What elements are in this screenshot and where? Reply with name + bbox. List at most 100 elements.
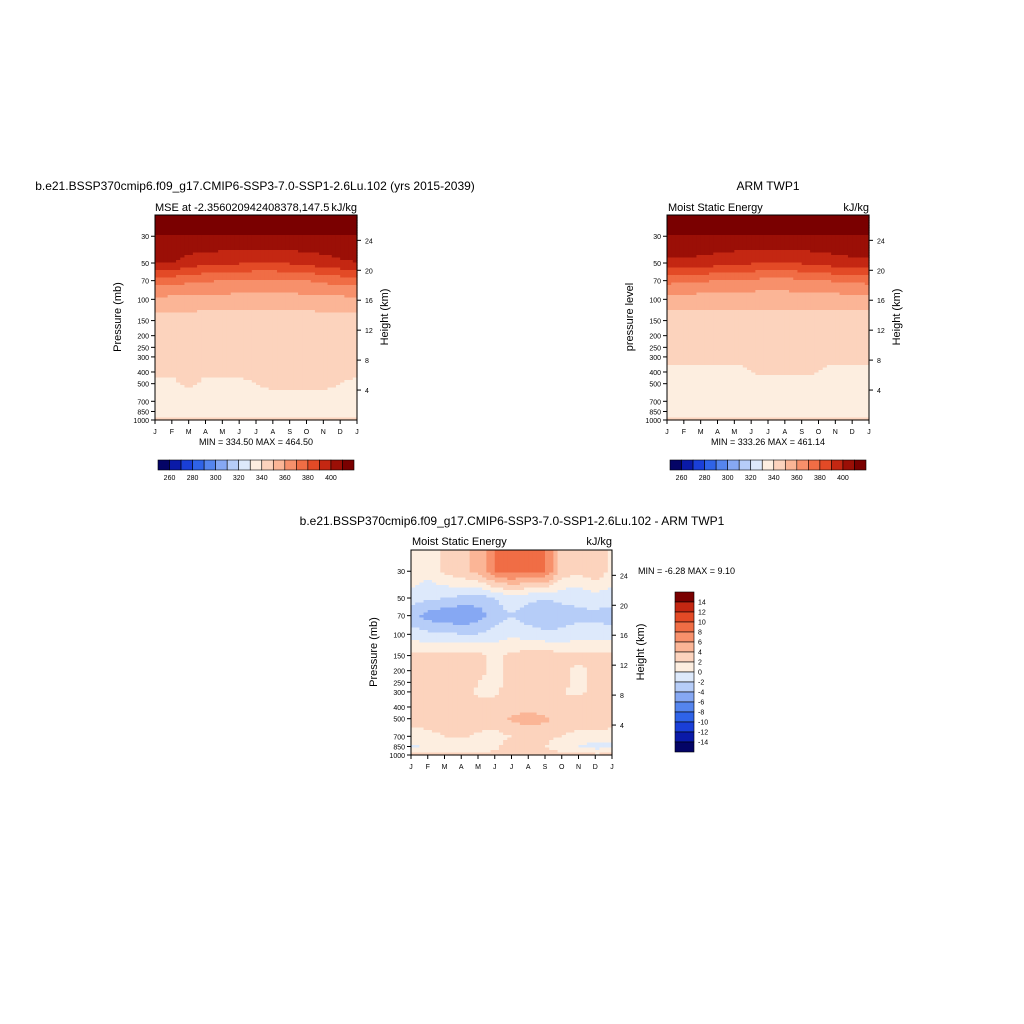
contour-cell <box>810 240 815 244</box>
contour-cell <box>327 290 333 294</box>
contour-cell <box>192 392 198 396</box>
contour-cell <box>340 367 345 371</box>
contour-cell <box>272 310 278 314</box>
contour-cell <box>323 360 329 364</box>
contour-cell <box>306 300 312 304</box>
contour-cell <box>251 232 257 236</box>
contour-cell <box>847 215 853 219</box>
contour-cell <box>340 397 345 401</box>
contour-cell <box>864 252 870 256</box>
contour-cell <box>847 242 853 246</box>
contour-cell <box>268 255 274 259</box>
contour-cell <box>289 322 295 326</box>
contour-cell <box>302 397 308 401</box>
contour-cell <box>176 312 181 316</box>
contour-cell <box>209 355 215 359</box>
contour-cell <box>167 410 173 414</box>
contour-cell <box>272 302 278 306</box>
contour-cell <box>675 222 681 226</box>
contour-cell <box>184 245 190 249</box>
contour-cell <box>323 382 329 386</box>
panel-title: ARM TWP1 <box>736 179 799 193</box>
contour-cell <box>335 355 341 359</box>
contour-cell <box>314 225 320 229</box>
contour-cell <box>310 225 316 229</box>
contour-cell <box>335 290 341 294</box>
contour-cell <box>197 387 202 391</box>
contour-cell <box>155 275 160 279</box>
contour-cell <box>344 320 350 324</box>
contour-cell <box>176 235 181 239</box>
contour-cell <box>839 252 845 256</box>
contour-cell <box>222 277 228 281</box>
contour-cell <box>222 222 228 226</box>
contour-cell <box>734 225 740 229</box>
contour-cell <box>171 330 177 334</box>
contour-cell <box>188 322 194 326</box>
contour-cell <box>163 230 169 234</box>
contour-cell <box>218 402 223 406</box>
contour-cell <box>163 297 169 301</box>
contour-cell <box>709 227 714 231</box>
contour-cell <box>688 217 693 221</box>
contour-cell <box>163 395 169 399</box>
contour-cell <box>340 225 345 229</box>
contour-cell <box>704 225 710 229</box>
contour-cell <box>234 305 240 309</box>
contour-cell <box>348 227 354 231</box>
contour-cell <box>192 380 198 384</box>
contour-cell <box>230 227 236 231</box>
contour-cell <box>247 330 253 334</box>
contour-cell <box>734 215 740 219</box>
contour-cell <box>256 232 261 236</box>
contour-cell <box>746 240 752 244</box>
contour-cell <box>293 240 299 244</box>
contour-cell <box>192 330 198 334</box>
contour-cell <box>230 277 236 281</box>
contour-cell <box>344 237 350 241</box>
contour-cell <box>260 342 266 346</box>
contour-cell <box>335 305 341 309</box>
contour-cell <box>801 245 807 249</box>
contour-cell <box>159 375 165 379</box>
contour-cell <box>264 240 270 244</box>
contour-cell <box>176 377 181 381</box>
contour-cell <box>184 405 190 409</box>
contour-cell <box>277 370 282 374</box>
contour-cell <box>260 300 266 304</box>
contour-cell <box>234 415 240 419</box>
contour-cell <box>226 285 232 289</box>
contour-cell <box>675 227 681 231</box>
contour-cell <box>239 237 244 241</box>
contour-cell <box>340 410 345 414</box>
contour-cell <box>268 340 274 344</box>
contour-cell <box>784 220 790 224</box>
contour-cell <box>201 315 207 319</box>
contour-cell <box>180 255 186 259</box>
contour-cell <box>268 272 274 276</box>
contour-cell <box>289 280 295 284</box>
contour-cell <box>784 217 790 221</box>
contour-cell <box>852 227 857 231</box>
contour-cell <box>256 312 261 316</box>
contour-cell <box>256 330 261 334</box>
contour-cell <box>167 315 173 319</box>
contour-cell <box>209 305 215 309</box>
contour-cell <box>213 342 219 346</box>
contour-cell <box>298 372 303 376</box>
contour-cell <box>822 250 828 254</box>
contour-cell <box>192 227 198 231</box>
contour-cell <box>289 352 295 356</box>
contour-cell <box>192 385 198 389</box>
contour-cell <box>310 302 316 306</box>
contour-cell <box>171 407 177 411</box>
contour-cell <box>831 240 836 244</box>
contour-cell <box>272 307 278 311</box>
contour-cell <box>314 315 320 319</box>
contour-cell <box>180 257 186 261</box>
contour-cell <box>251 360 257 364</box>
contour-cell <box>327 415 333 419</box>
contour-cell <box>839 257 845 261</box>
contour-cell <box>180 357 186 361</box>
contour-cell <box>277 367 282 371</box>
